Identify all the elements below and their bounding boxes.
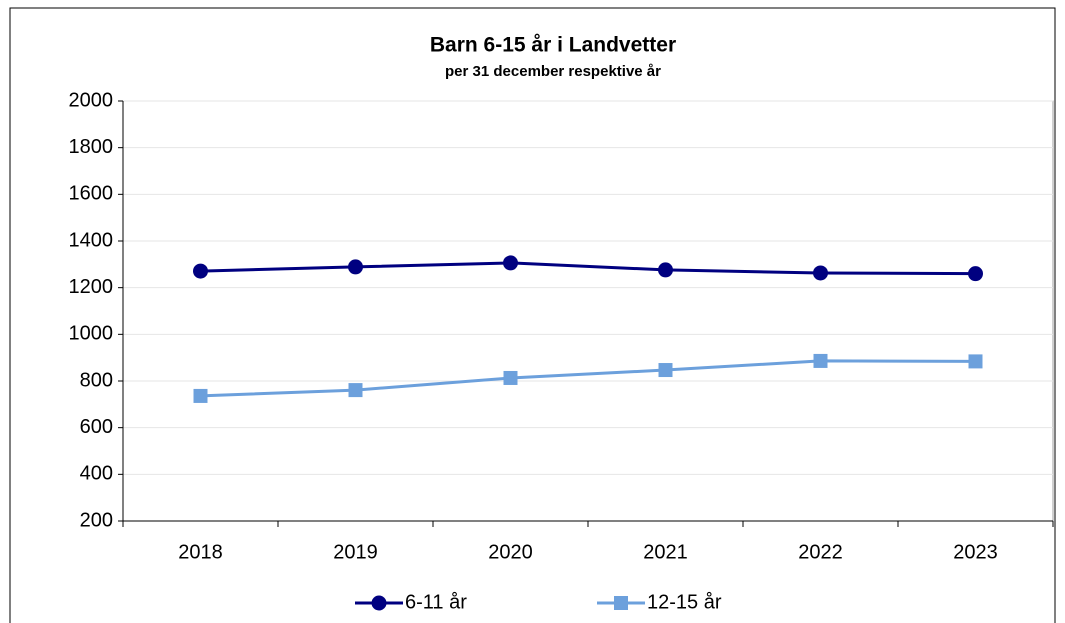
y-tick-label: 600 (80, 416, 113, 438)
y-tick-label: 1200 (69, 276, 114, 298)
legend-label: 12-15 år (647, 591, 722, 613)
y-tick-label: 1600 (69, 183, 114, 205)
series-line (200, 359, 976, 398)
data-point (348, 259, 363, 275)
data-point (503, 370, 518, 385)
data-point (968, 354, 983, 369)
y-tick-label: 200 (80, 509, 113, 531)
x-tick-label: 2023 (953, 541, 998, 563)
data-point (658, 363, 673, 378)
x-tick-label: 2022 (798, 541, 843, 563)
legend-marker (371, 595, 387, 611)
chart-title: Barn 6-15 år i Landvetter (430, 34, 676, 57)
x-tick-label: 2019 (333, 541, 378, 563)
series-line (200, 261, 976, 276)
data-point (503, 255, 518, 271)
x-tick-label: 2020 (488, 541, 533, 563)
data-point (193, 263, 208, 279)
chart-subtitle: per 31 december respektive år (445, 63, 661, 80)
y-tick-label: 1800 (69, 136, 114, 158)
data-point (968, 266, 983, 282)
data-point (193, 388, 208, 403)
y-tick-label: 2000 (69, 89, 114, 111)
y-tick-label: 1400 (69, 229, 114, 251)
data-point (658, 262, 673, 278)
y-tick-label: 800 (80, 369, 113, 391)
y-tick-label: 400 (80, 463, 113, 485)
data-point (813, 353, 828, 368)
y-tick-label: 1000 (69, 323, 114, 345)
chart-border (9, 7, 1056, 623)
data-point (348, 383, 363, 398)
legend-label: 6-11 år (405, 591, 467, 613)
x-tick-label: 2018 (178, 541, 223, 563)
x-tick-label: 2021 (643, 541, 688, 563)
legend-marker (614, 596, 628, 610)
data-point (813, 265, 828, 281)
